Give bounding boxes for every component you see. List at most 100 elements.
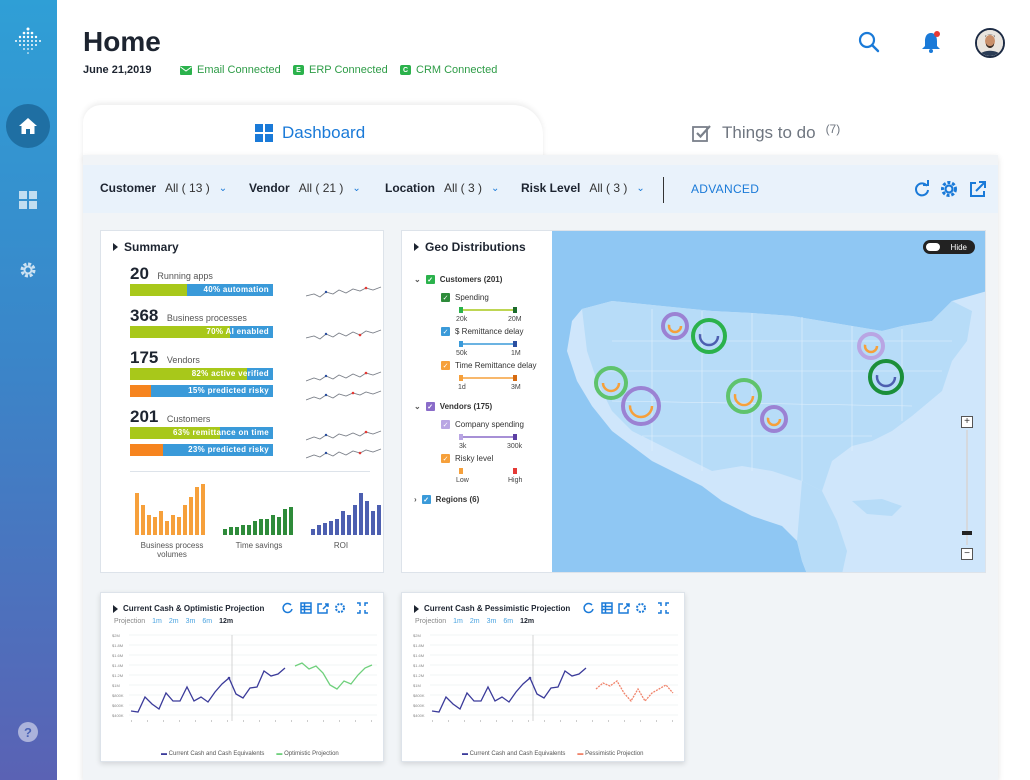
- hide-toggle-label: Hide: [950, 242, 967, 252]
- projection-header[interactable]: Current Cash & Optimistic Projection: [113, 604, 264, 613]
- checkbox-checked-icon[interactable]: ✓: [425, 402, 435, 411]
- erp-status-label: ERP Connected: [309, 64, 388, 76]
- spending-max: 20M: [508, 316, 522, 323]
- checkbox-checked-icon[interactable]: ✓: [441, 454, 450, 463]
- current-date: June 21,2019: [83, 64, 152, 76]
- customers-label: Customers (201): [439, 275, 503, 284]
- notification-bell-icon[interactable]: [920, 30, 942, 54]
- vendor-filter[interactable]: Vendor All ( 21 ) ⌄: [249, 181, 361, 195]
- hide-toggle[interactable]: Hide: [923, 240, 975, 254]
- risky-level-layer[interactable]: ✓ Risky level: [441, 454, 493, 463]
- nav-apps[interactable]: [17, 189, 39, 211]
- location-filter[interactable]: Location All ( 3 ) ⌄: [385, 181, 499, 195]
- refresh-icon: [583, 602, 594, 614]
- remittance-layer[interactable]: ✓ $ Remittance delay: [441, 327, 523, 336]
- erp-icon: E: [293, 65, 304, 75]
- advanced-filter-link[interactable]: ADVANCED: [691, 182, 760, 196]
- projection-label: Projection: [415, 618, 447, 625]
- svg-text:$400K: $400K: [112, 713, 124, 718]
- nav-home[interactable]: [6, 104, 50, 148]
- crm-status-label: CRM Connected: [416, 64, 498, 76]
- checkbox-checked-icon[interactable]: ✓: [441, 361, 450, 370]
- pessimistic-projection-chart: $2M $1.8M $1.6M $1.4M $1.2M $1M $800K $600K $4…: [413, 633, 678, 722]
- range-tab-3m[interactable]: 3m: [185, 618, 196, 625]
- spending-range-slider[interactable]: [458, 306, 518, 314]
- projection-range-tabs: Projection 1m 2m 3m 6m 12m: [114, 618, 233, 625]
- expand-icon: [357, 602, 368, 614]
- ai-enabled-bar: 70% AI enabled: [130, 326, 273, 338]
- projection-label: Projection: [114, 618, 146, 625]
- metric-caption: Customers: [166, 414, 211, 424]
- filter-bar: Customer All ( 13 ) ⌄ Vendor All ( 21 ) …: [83, 165, 998, 213]
- tab-dashboard[interactable]: Dashboard: [83, 105, 543, 163]
- metric-value: 20: [130, 264, 149, 283]
- vendors-group[interactable]: ⌄ ✓ Vendors (175): [414, 402, 492, 411]
- search-icon[interactable]: [857, 30, 881, 54]
- company-spending-min: 3k: [459, 443, 467, 450]
- refresh-icon[interactable]: [913, 180, 931, 198]
- toggle-knob: [926, 243, 940, 251]
- help-icon: ?: [24, 724, 32, 740]
- range-tab-6m[interactable]: 6m: [503, 618, 514, 625]
- legend-item-projection: ▬ Pessimistic Projection: [577, 751, 644, 757]
- range-tab-3m[interactable]: 3m: [486, 618, 497, 625]
- tab-things-to-do-label: Things to do: [722, 123, 816, 142]
- projection-title: Current Cash & Pessimistic Projection: [424, 604, 571, 613]
- checkbox-checked-icon[interactable]: ✓: [441, 420, 450, 429]
- export-icon: [618, 603, 630, 614]
- customers-group[interactable]: ⌄ ✓ Customers (201): [414, 275, 502, 284]
- remittance-range-slider[interactable]: [458, 340, 518, 348]
- svg-text:$1.2M: $1.2M: [413, 673, 424, 678]
- us-map[interactable]: [552, 231, 986, 573]
- help-button[interactable]: ?: [18, 722, 38, 742]
- range-tab-12m[interactable]: 12m: [219, 618, 234, 625]
- customer-filter[interactable]: Customer All ( 13 ) ⌄: [100, 181, 227, 195]
- risky-level-range-slider[interactable]: [458, 467, 518, 475]
- risk-level-filter[interactable]: Risk Level All ( 3 ) ⌄: [521, 181, 645, 195]
- nav-settings[interactable]: [17, 259, 39, 281]
- zoom-slider-track[interactable]: [966, 430, 968, 545]
- regions-label: Regions (6): [435, 495, 480, 504]
- chevron-down-icon: ⌄: [636, 182, 645, 194]
- metric-running-apps: 20 Running apps: [130, 264, 213, 284]
- summary-header[interactable]: Summary: [113, 240, 179, 254]
- spending-layer[interactable]: ✓ Spending: [441, 293, 489, 302]
- range-tab-1m[interactable]: 1m: [152, 618, 162, 625]
- risky-level-min: Low: [456, 477, 469, 484]
- projection-header[interactable]: Current Cash & Pessimistic Projection: [414, 604, 570, 613]
- checkbox-checked-icon[interactable]: ✓: [441, 293, 450, 302]
- tab-things-to-do[interactable]: Things to do (7): [692, 122, 840, 143]
- range-tab-12m[interactable]: 12m: [520, 618, 535, 625]
- svg-text:$1.4M: $1.4M: [413, 663, 424, 668]
- range-tab-2m[interactable]: 2m: [469, 618, 480, 625]
- regions-group[interactable]: › ✓ Regions (6): [414, 495, 479, 504]
- user-photo-icon: [977, 30, 1003, 56]
- dashboard-panel: Customer All ( 13 ) ⌄ Vendor All ( 21 ) …: [83, 155, 998, 780]
- user-avatar[interactable]: [975, 28, 1005, 58]
- metric-vendors: 175 Vendors: [130, 348, 200, 368]
- geo-header[interactable]: Geo Distributions: [414, 240, 526, 254]
- caret-right-icon: [414, 243, 419, 251]
- checkbox-checked-icon[interactable]: ✓: [425, 275, 435, 284]
- company-spending-layer[interactable]: ✓ Company spending: [441, 420, 524, 429]
- range-tab-1m[interactable]: 1m: [453, 618, 463, 625]
- time-remittance-range-slider[interactable]: [458, 374, 518, 382]
- grid-icon: [19, 191, 37, 209]
- export-icon[interactable]: [969, 180, 987, 198]
- remittance-bar: 63% remittance on time: [130, 427, 273, 439]
- zoom-in-button[interactable]: +: [961, 416, 973, 428]
- zoom-slider-handle[interactable]: [962, 531, 972, 535]
- company-spending-range-slider[interactable]: [458, 433, 518, 441]
- zoom-out-button[interactable]: −: [961, 548, 973, 560]
- projection-legend: ▬ Current Cash and Cash Equivalents ▬ Pe…: [462, 751, 643, 757]
- range-tab-6m[interactable]: 6m: [202, 618, 213, 625]
- range-tab-2m[interactable]: 2m: [168, 618, 179, 625]
- settings-gear-icon[interactable]: [940, 180, 958, 198]
- geo-title: Geo Distributions: [425, 240, 526, 254]
- checkbox-checked-icon[interactable]: ✓: [441, 327, 450, 336]
- table-icon: [601, 602, 613, 614]
- checkbox-checked-icon[interactable]: ✓: [421, 495, 431, 504]
- spending-label: Spending: [455, 293, 489, 302]
- svg-text:$1M: $1M: [413, 683, 421, 688]
- time-remittance-layer[interactable]: ✓ Time Remittance delay: [441, 361, 537, 370]
